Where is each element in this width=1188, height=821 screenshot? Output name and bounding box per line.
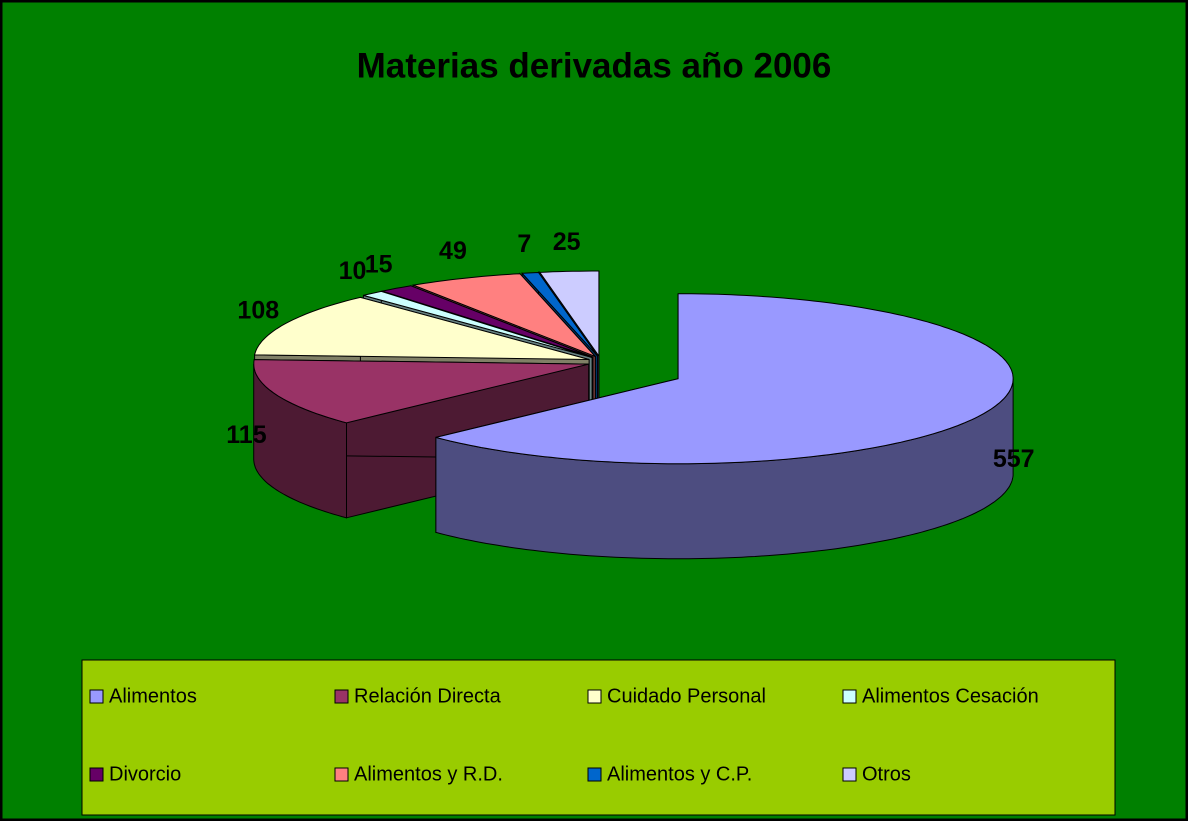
legend-swatch [587,767,602,782]
legend-label: Alimentos [109,685,197,707]
slice [538,270,600,358]
slice [411,273,596,357]
legend-swatch [89,689,104,704]
chart-title: Materias derivadas año 2006 [357,46,832,85]
value-label: 49 [439,237,467,265]
legend-label: Otros [862,763,911,785]
slice-group [435,293,1014,560]
slice [521,271,599,357]
slice [363,290,593,358]
legend-label: Relación Directa [354,685,502,707]
slice [253,359,589,424]
legend-swatch [334,767,349,782]
value-label: 7 [517,230,531,258]
legend-label: Alimentos y R.D. [354,763,503,785]
value-label: 115 [226,421,266,449]
value-label: 108 [237,296,279,324]
legend-swatch [842,689,857,704]
legend-swatch [89,767,104,782]
legend-label: Divorcio [109,763,181,785]
slice [381,285,594,358]
slice [253,296,590,360]
value-label: 15 [365,250,393,278]
value-label: 10 [339,257,367,285]
slice [435,293,1014,465]
value-label: 25 [553,228,581,256]
legend-box [81,659,1116,816]
legend-swatch [587,689,602,704]
legend-swatch [334,689,349,704]
legend-label: Alimentos Cesación [862,685,1039,707]
legend-label: Cuidado Personal [607,685,766,707]
legend-swatch [842,767,857,782]
legend-label: Alimentos y C.P. [607,763,752,785]
value-label: 557 [993,445,1035,473]
